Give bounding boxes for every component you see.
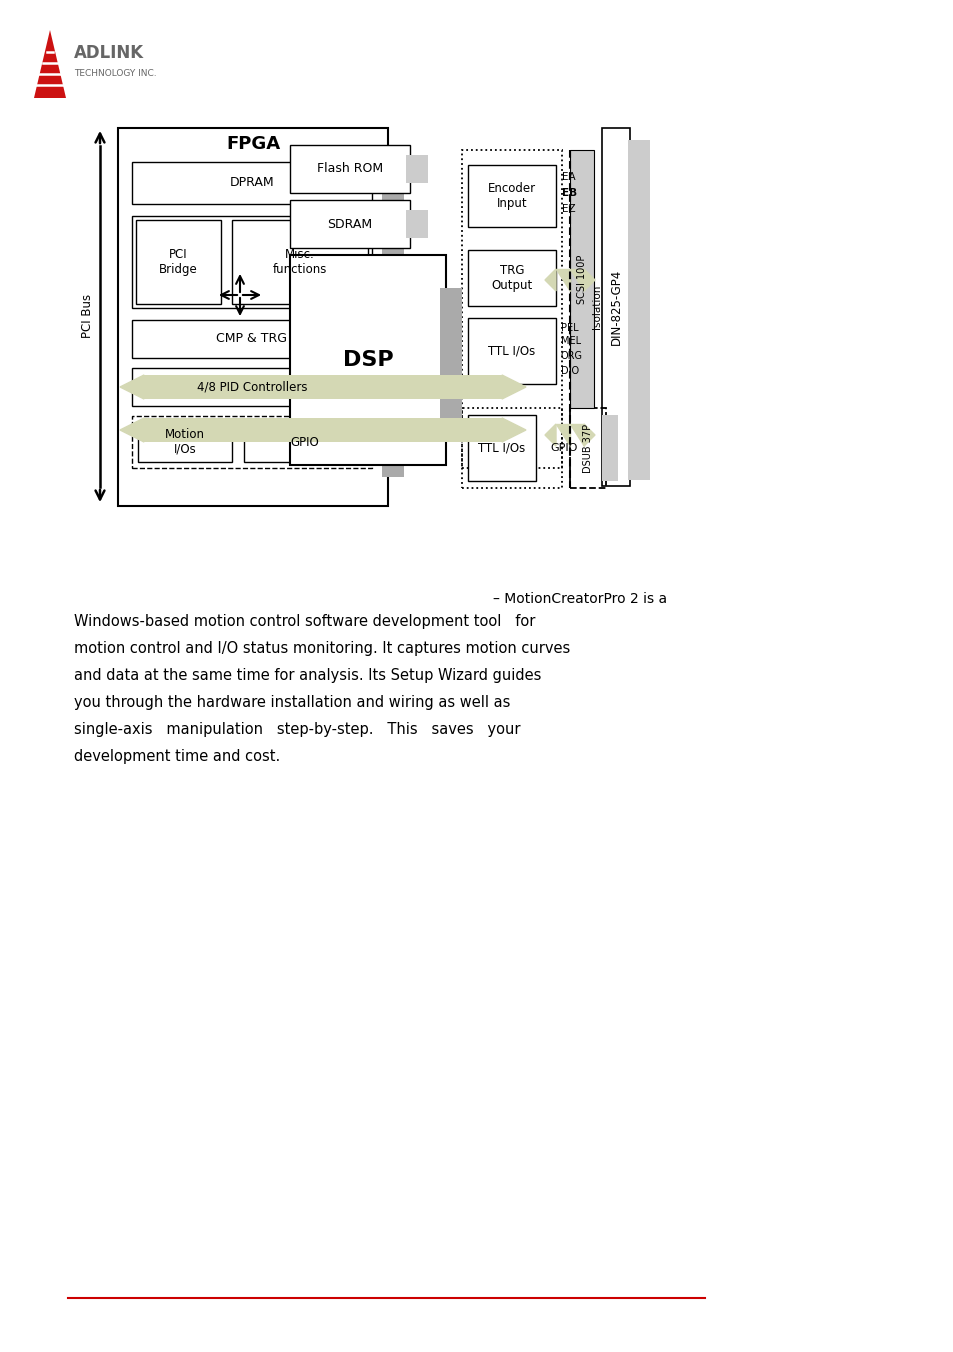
Polygon shape bbox=[501, 418, 525, 442]
Bar bbox=[468, 318, 556, 384]
Bar bbox=[468, 250, 556, 306]
Bar bbox=[569, 150, 594, 408]
Text: GPIO: GPIO bbox=[291, 435, 319, 449]
Bar bbox=[569, 408, 605, 488]
Text: development time and cost.: development time and cost. bbox=[74, 749, 280, 764]
Text: TRG
Output: TRG Output bbox=[491, 264, 532, 292]
Bar bbox=[118, 128, 388, 506]
Text: SDRAM: SDRAM bbox=[327, 218, 373, 230]
Text: DIO: DIO bbox=[560, 366, 578, 376]
Text: DSP: DSP bbox=[342, 350, 393, 370]
Text: TTL I/Os: TTL I/Os bbox=[477, 442, 525, 454]
Text: you through the hardware installation and wiring as well as: you through the hardware installation an… bbox=[74, 695, 510, 710]
Text: GPIO: GPIO bbox=[550, 443, 577, 453]
Text: – MotionCreatorPro 2 is a: – MotionCreatorPro 2 is a bbox=[493, 592, 666, 606]
Text: Isolation: Isolation bbox=[592, 285, 601, 329]
Polygon shape bbox=[569, 425, 583, 446]
Text: PCI
Bridge: PCI Bridge bbox=[159, 247, 197, 276]
Text: MEL: MEL bbox=[560, 337, 580, 346]
Polygon shape bbox=[34, 30, 66, 97]
Bar bbox=[144, 375, 501, 399]
Text: and data at the same time for analysis. Its Setup Wizard guides: and data at the same time for analysis. … bbox=[74, 668, 540, 683]
Text: DSUB 37P: DSUB 37P bbox=[582, 423, 593, 473]
Bar bbox=[439, 288, 461, 430]
Text: ORG: ORG bbox=[560, 352, 582, 361]
Bar bbox=[627, 141, 649, 480]
Polygon shape bbox=[544, 425, 556, 446]
Bar bbox=[290, 256, 446, 465]
Bar bbox=[132, 320, 372, 358]
Bar bbox=[132, 368, 372, 406]
Text: motion control and I/O status monitoring. It captures motion curves: motion control and I/O status monitoring… bbox=[74, 641, 570, 656]
Text: Windows-based motion control software development tool   for: Windows-based motion control software de… bbox=[74, 614, 535, 629]
Text: TECHNOLOGY INC.: TECHNOLOGY INC. bbox=[74, 69, 156, 77]
Polygon shape bbox=[120, 418, 144, 442]
Bar bbox=[468, 165, 556, 227]
Polygon shape bbox=[556, 425, 569, 446]
Bar bbox=[144, 418, 501, 442]
Text: EZ: EZ bbox=[561, 204, 575, 214]
Polygon shape bbox=[556, 269, 569, 291]
Text: DPRAM: DPRAM bbox=[230, 177, 274, 189]
Bar bbox=[461, 408, 561, 488]
Text: DIN-825-GP4: DIN-825-GP4 bbox=[609, 269, 622, 345]
Text: ADLINK: ADLINK bbox=[74, 45, 144, 62]
Bar bbox=[468, 415, 536, 481]
Text: Motion
I/Os: Motion I/Os bbox=[165, 429, 205, 456]
Polygon shape bbox=[501, 375, 525, 399]
Bar bbox=[601, 128, 629, 485]
Polygon shape bbox=[583, 269, 595, 291]
Text: EB: EB bbox=[561, 188, 577, 197]
Bar bbox=[290, 145, 410, 193]
Text: single-axis   manipulation   step-by-step.   This   saves   your: single-axis manipulation step-by-step. T… bbox=[74, 722, 520, 737]
Text: Flash ROM: Flash ROM bbox=[316, 162, 383, 176]
Text: PEL: PEL bbox=[560, 323, 578, 333]
Bar bbox=[132, 162, 372, 204]
Bar bbox=[406, 210, 428, 238]
Text: TTL I/Os: TTL I/Os bbox=[488, 345, 535, 357]
Bar bbox=[136, 220, 221, 304]
Bar bbox=[601, 415, 618, 481]
Bar bbox=[132, 416, 372, 468]
Text: Encoder
Input: Encoder Input bbox=[487, 183, 536, 210]
Text: Misc.
functions: Misc. functions bbox=[273, 247, 327, 276]
Bar bbox=[461, 150, 561, 468]
Text: PCI Bus: PCI Bus bbox=[81, 293, 94, 338]
Bar bbox=[406, 155, 428, 183]
Bar bbox=[138, 422, 232, 462]
Bar bbox=[290, 200, 410, 247]
Text: CMP & TRG: CMP & TRG bbox=[216, 333, 287, 346]
Polygon shape bbox=[583, 425, 595, 446]
Polygon shape bbox=[544, 269, 556, 291]
Bar bbox=[381, 145, 403, 477]
Text: SCSI 100P: SCSI 100P bbox=[577, 254, 586, 304]
Bar bbox=[232, 220, 368, 304]
Polygon shape bbox=[120, 375, 144, 399]
Text: 4/8 PID Controllers: 4/8 PID Controllers bbox=[196, 380, 307, 393]
Bar bbox=[244, 422, 366, 462]
Polygon shape bbox=[569, 269, 583, 291]
Bar bbox=[132, 216, 372, 308]
Text: FPGA: FPGA bbox=[226, 135, 280, 153]
Text: EA: EA bbox=[561, 172, 575, 183]
